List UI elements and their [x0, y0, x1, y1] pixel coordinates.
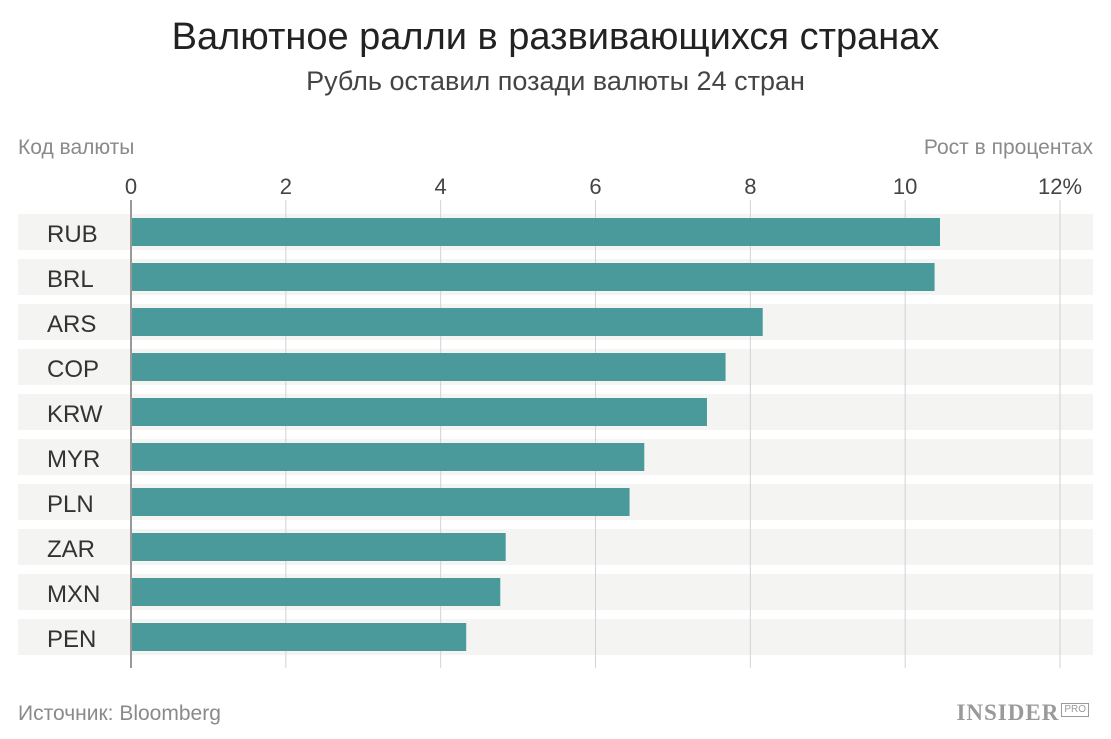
source-note: Источник: Bloomberg — [18, 702, 221, 725]
category-label: KRW — [47, 401, 103, 428]
bar-mxn — [131, 578, 501, 606]
category-label: MXN — [47, 581, 100, 608]
category-label: MYR — [47, 446, 100, 473]
category-label: PEN — [47, 626, 96, 653]
category-label: BRL — [47, 266, 94, 293]
x-tick-label: 2 — [280, 174, 292, 199]
logo-badge: PRO — [1061, 703, 1089, 717]
bar-cop — [131, 353, 726, 381]
chart-subtitle: Рубль оставил позади валюты 24 стран — [306, 66, 805, 96]
bar-ars — [131, 308, 763, 336]
chart-title: Валютное ралли в развивающихся странах — [171, 16, 940, 58]
x-tick-label: 8 — [744, 174, 756, 199]
category-label: ARS — [47, 311, 96, 338]
y-axis-label: Код валюты — [18, 136, 135, 159]
bar-pen — [131, 623, 467, 651]
bar-zar — [131, 533, 506, 561]
x-tick-label: 0 — [125, 174, 137, 199]
x-axis-label: Рост в процентах — [923, 136, 1093, 159]
bar-krw — [131, 398, 707, 426]
x-tick-label: 12% — [1038, 174, 1082, 199]
bar-pln — [131, 488, 630, 516]
bar-rub — [131, 218, 941, 246]
category-label: RUB — [47, 221, 98, 248]
x-tick-label: 4 — [435, 174, 447, 199]
category-label: ZAR — [47, 536, 95, 563]
bar-brl — [131, 263, 935, 291]
bar-myr — [131, 443, 645, 471]
insider-pro-logo: INSIDER PRO — [956, 700, 1089, 726]
category-label: COP — [47, 356, 99, 383]
logo-text: INSIDER — [956, 700, 1060, 725]
x-tick-label: 6 — [589, 174, 601, 199]
category-label: PLN — [47, 491, 94, 518]
x-tick-label: 10 — [893, 174, 917, 199]
